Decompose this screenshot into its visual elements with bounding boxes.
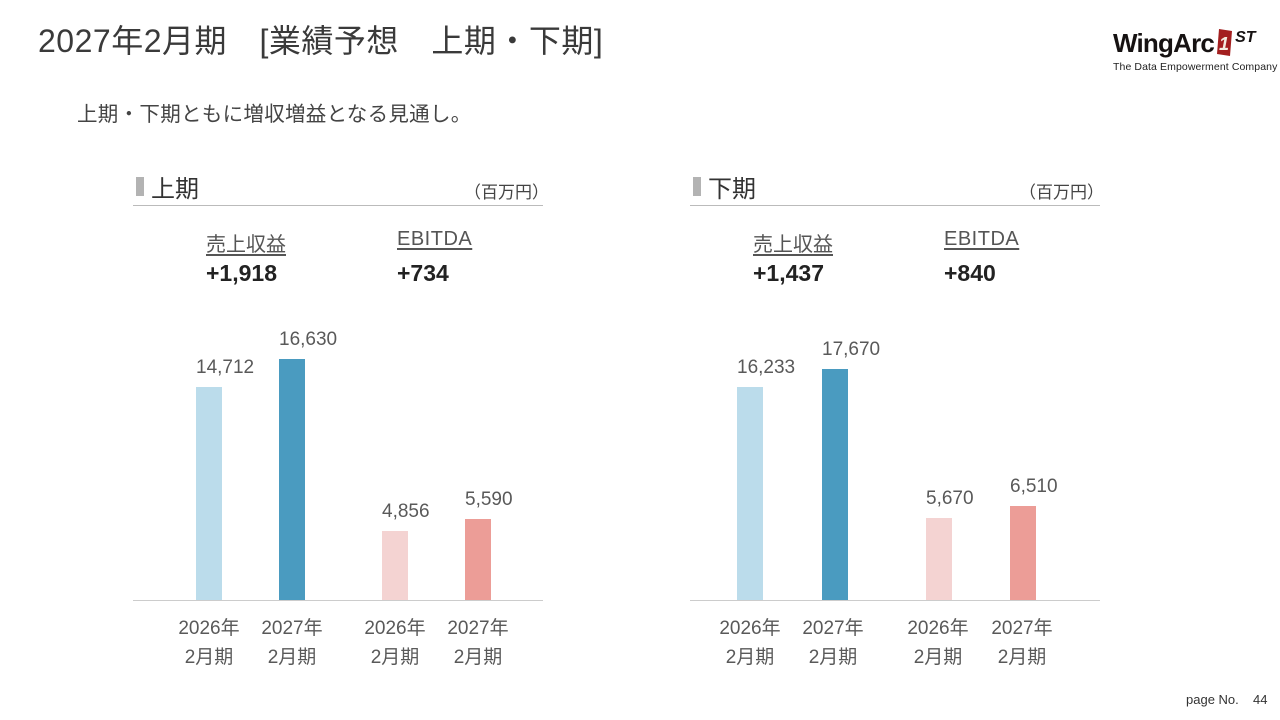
svg-text:1: 1 [1219, 34, 1229, 54]
